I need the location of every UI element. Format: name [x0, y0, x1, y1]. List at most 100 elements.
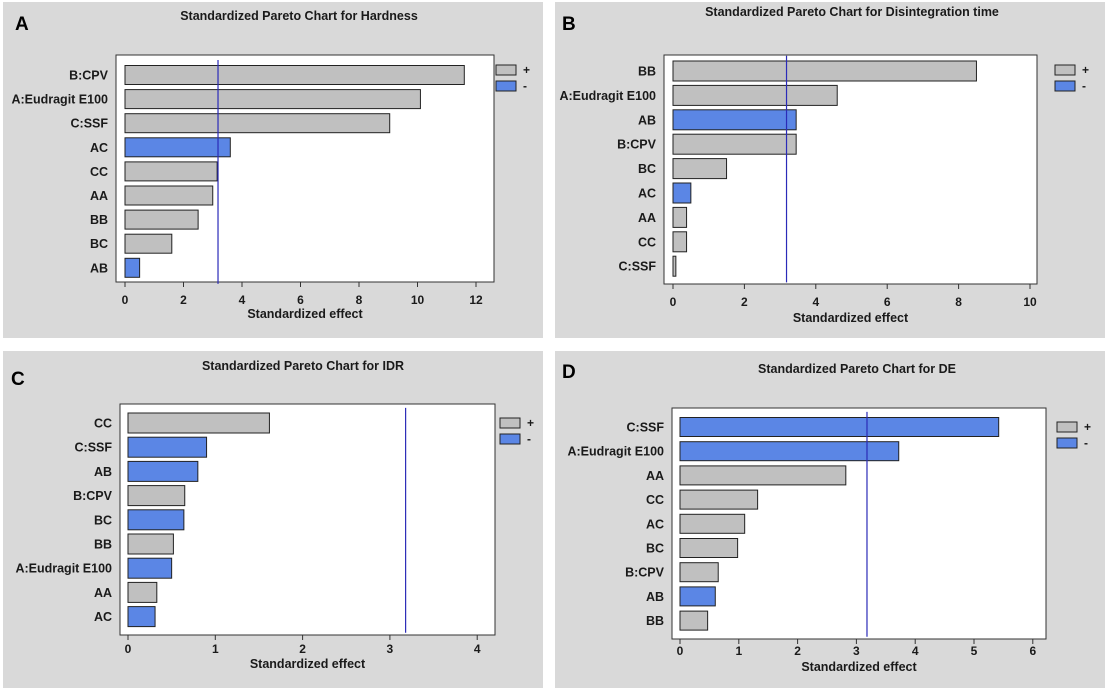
- effect-bar: [672, 206, 688, 228]
- x-tick-label: 2: [794, 644, 801, 658]
- effect-bar: [672, 133, 797, 155]
- effect-bar: [672, 60, 977, 82]
- pareto-chart: C Standardized Pareto Chart for IDR CC C:SS…: [11, 359, 534, 671]
- category-label: BC: [638, 162, 656, 176]
- effect-bar: [124, 89, 421, 110]
- effect-bar: [127, 533, 174, 555]
- effect-bar: [127, 557, 173, 579]
- category-label: AB: [638, 113, 656, 127]
- chart-title: Standardized Pareto Chart for Disintegra…: [705, 5, 999, 19]
- category-label: BB: [638, 65, 656, 79]
- category-label: AC: [638, 187, 656, 201]
- category-label: AB: [90, 261, 108, 275]
- effect-bar: [672, 109, 797, 131]
- category-label: B:CPV: [73, 489, 113, 503]
- category-label: B:CPV: [617, 138, 657, 152]
- x-tick-label: 0: [125, 642, 132, 656]
- legend-label: +: [523, 63, 530, 77]
- x-axis-label: Standardized effect: [801, 660, 917, 674]
- x-tick-label: 1: [212, 642, 219, 656]
- category-label: AA: [638, 211, 656, 225]
- panel-letter: B: [562, 14, 576, 35]
- effect-bar: [127, 485, 186, 507]
- x-tick-label: 4: [239, 293, 246, 307]
- legend-swatch: [1054, 64, 1076, 76]
- x-axis-label: Standardized effect: [250, 657, 366, 671]
- panel-letter: D: [562, 362, 576, 383]
- effect-bar: [672, 231, 688, 253]
- chart-title: Standardized Pareto Chart for DE: [758, 362, 956, 376]
- effect-bar: [679, 586, 716, 607]
- x-tick-label: 6: [1029, 644, 1036, 658]
- effect-bar: [672, 182, 692, 204]
- x-tick-label: 2: [180, 293, 187, 307]
- x-tick-label: 12: [469, 293, 483, 307]
- legend-label: +: [1084, 420, 1091, 434]
- category-label: B:CPV: [69, 69, 109, 83]
- x-tick-label: 6: [884, 295, 891, 309]
- legend-label: +: [1082, 63, 1089, 77]
- effect-bar: [679, 513, 746, 534]
- category-label: A:Eudragit E100: [15, 562, 112, 576]
- category-label: BB: [646, 614, 664, 628]
- effect-bar: [679, 441, 900, 462]
- legend-swatch: [499, 433, 521, 445]
- effect-bar: [124, 257, 141, 278]
- category-label: B:CPV: [625, 566, 665, 580]
- effect-bar: [672, 158, 728, 180]
- x-tick-label: 2: [741, 295, 748, 309]
- category-label: AC: [94, 610, 112, 624]
- legend-swatch: [1056, 421, 1078, 433]
- x-tick-label: 6: [297, 293, 304, 307]
- legend-swatch: [1056, 437, 1078, 449]
- category-label: AA: [94, 586, 112, 600]
- x-tick-label: 4: [912, 644, 919, 658]
- category-label: A:Eudragit E100: [567, 445, 664, 459]
- legend-label: -: [527, 432, 531, 446]
- effect-bar: [672, 255, 677, 277]
- legend-label: -: [523, 79, 527, 93]
- effect-bar: [124, 209, 199, 230]
- effect-bar: [127, 581, 158, 603]
- legend-swatch: [499, 417, 521, 429]
- chart-panel-c: C Standardized Pareto Chart for IDR CC C:SS…: [3, 351, 543, 688]
- x-tick-label: 1: [735, 644, 742, 658]
- legend-label: -: [1082, 79, 1086, 93]
- x-tick-label: 3: [853, 644, 860, 658]
- x-axis-label: Standardized effect: [793, 311, 909, 325]
- effect-bar: [679, 538, 739, 558]
- category-label: BB: [94, 538, 112, 552]
- pareto-chart: B Standardized Pareto Chart for Disintegr…: [559, 5, 1089, 325]
- x-tick-label: 4: [474, 642, 481, 656]
- effect-bar: [124, 137, 231, 158]
- category-label: C:SSF: [71, 117, 109, 131]
- effect-bar: [672, 84, 838, 106]
- effect-bar: [124, 161, 218, 182]
- category-label: CC: [638, 235, 656, 249]
- x-tick-label: 10: [411, 293, 425, 307]
- x-tick-label: 8: [955, 295, 962, 309]
- effect-bar: [127, 436, 208, 458]
- x-tick-label: 3: [387, 642, 394, 656]
- category-label: A:Eudragit E100: [559, 89, 656, 103]
- panel-letter: C: [11, 369, 25, 390]
- effect-bar: [127, 412, 270, 434]
- x-tick-label: 2: [299, 642, 306, 656]
- chart-panel-d: D Standardized Pareto Chart for DE C:SSF A:…: [555, 351, 1105, 688]
- category-label: BC: [646, 542, 664, 556]
- legend-swatch: [495, 80, 517, 92]
- category-label: BC: [94, 513, 112, 527]
- legend-swatch: [495, 64, 517, 76]
- category-label: AB: [646, 590, 664, 604]
- chart-panel-a: A Standardized Pareto Chart for Hardness B…: [3, 2, 543, 338]
- category-label: AB: [94, 465, 112, 479]
- category-label: C:SSF: [627, 421, 665, 435]
- x-tick-label: 0: [670, 295, 677, 309]
- effect-bar: [124, 185, 214, 206]
- x-tick-label: 0: [122, 293, 129, 307]
- effect-bar: [679, 610, 709, 631]
- category-label: AC: [646, 517, 664, 531]
- x-tick-label: 5: [971, 644, 978, 658]
- category-label: A:Eudragit E100: [11, 93, 108, 107]
- legend-label: +: [527, 416, 534, 430]
